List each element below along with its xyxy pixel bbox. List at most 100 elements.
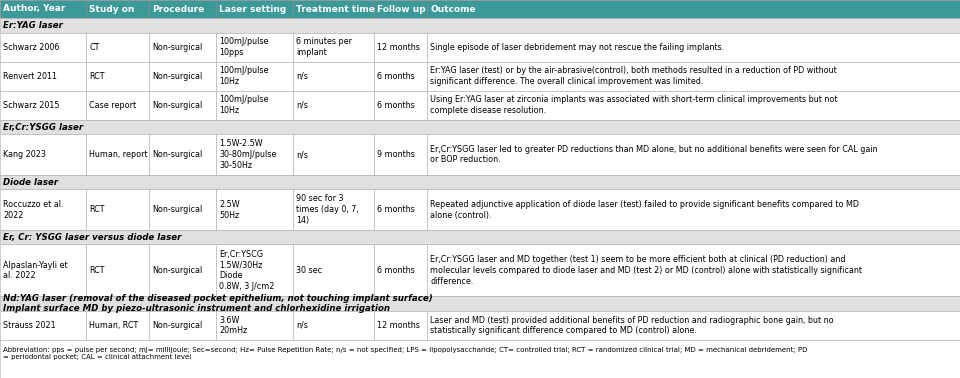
Bar (427, 311, 960, 340)
Text: Roccuzzo et al.
2022: Roccuzzo et al. 2022 (3, 200, 63, 220)
Bar (0, 245, 86, 296)
Bar (86, 91, 149, 120)
Text: Non-surgical: Non-surgical (152, 266, 202, 275)
Text: Er,Cr:YSGG laser led to greater PD reductions than MD alone, but no additional b: Er,Cr:YSGG laser led to greater PD reduc… (430, 145, 877, 164)
Text: Follow up: Follow up (377, 5, 426, 14)
Bar (149, 245, 216, 296)
Text: Non-surgical: Non-surgical (152, 321, 202, 330)
Text: 12 months: 12 months (377, 321, 420, 330)
Text: n/s: n/s (296, 72, 307, 81)
Bar (374, 245, 427, 296)
Text: 2.5W
50Hz: 2.5W 50Hz (219, 200, 240, 220)
Bar (86, 189, 149, 230)
Text: 6 months: 6 months (377, 101, 415, 110)
Bar (149, 189, 216, 230)
Bar (216, 311, 293, 340)
Bar (427, 134, 960, 175)
Bar (0, 340, 960, 378)
Bar (374, 0, 427, 18)
Text: Er,Cr:YSGG laser and MD together (test 1) seem to be more efficient both at clin: Er,Cr:YSGG laser and MD together (test 1… (430, 255, 862, 286)
Bar (149, 0, 216, 18)
Text: Single episode of laser debridement may not rescue the failing implants.: Single episode of laser debridement may … (430, 43, 725, 51)
Bar (374, 189, 427, 230)
Text: Laser setting: Laser setting (219, 5, 286, 14)
Text: Outcome: Outcome (430, 5, 476, 14)
Bar (0, 18, 960, 33)
Text: Treatment time: Treatment time (296, 5, 374, 14)
Bar (216, 33, 293, 62)
Text: Procedure: Procedure (152, 5, 204, 14)
Bar (0, 296, 960, 311)
Text: 100mJ/pulse
10pps: 100mJ/pulse 10pps (219, 37, 269, 57)
Text: Abbreviation: pps = pulse per second; mJ= millijoule; Sec=second; Hz= Pulse Repe: Abbreviation: pps = pulse per second; mJ… (3, 347, 807, 360)
Bar (216, 0, 293, 18)
Text: Non-surgical: Non-surgical (152, 101, 202, 110)
Bar (216, 245, 293, 296)
Text: Non-surgical: Non-surgical (152, 150, 202, 159)
Bar (293, 62, 374, 91)
Text: 1.5W-2.5W
30-80mJ/pulse
30-50Hz: 1.5W-2.5W 30-80mJ/pulse 30-50Hz (219, 139, 276, 170)
Bar (0, 120, 960, 134)
Text: Repeated adjunctive application of diode laser (test) failed to provide signific: Repeated adjunctive application of diode… (430, 200, 859, 220)
Text: Renvert 2011: Renvert 2011 (3, 72, 57, 81)
Text: Non-surgical: Non-surgical (152, 72, 202, 81)
Bar (374, 33, 427, 62)
Bar (293, 33, 374, 62)
Text: Er,Cr:YSCG
1.5W/30Hz
Diode
0.8W, 3 J/cm2: Er,Cr:YSCG 1.5W/30Hz Diode 0.8W, 3 J/cm2 (219, 250, 275, 291)
Bar (374, 62, 427, 91)
Bar (216, 62, 293, 91)
Text: 9 months: 9 months (377, 150, 416, 159)
Bar (0, 230, 960, 245)
Bar (0, 0, 86, 18)
Text: Nd:YAG laser (removal of the diseased pocket epithelium, not touching implant su: Nd:YAG laser (removal of the diseased po… (3, 294, 433, 313)
Bar (427, 0, 960, 18)
Text: Strauss 2021: Strauss 2021 (3, 321, 56, 330)
Text: Study on: Study on (89, 5, 134, 14)
Text: n/s: n/s (296, 321, 307, 330)
Bar (0, 134, 86, 175)
Text: Er,Cr:YSGG laser: Er,Cr:YSGG laser (3, 122, 84, 132)
Bar (86, 62, 149, 91)
Text: 100mJ/pulse
10Hz: 100mJ/pulse 10Hz (219, 66, 269, 86)
Bar (216, 91, 293, 120)
Text: RCT: RCT (89, 266, 105, 275)
Text: Schwarz 2015: Schwarz 2015 (3, 101, 60, 110)
Bar (149, 62, 216, 91)
Text: CT: CT (89, 43, 100, 51)
Bar (149, 91, 216, 120)
Text: Using Er:YAG laser at zirconia implants was associated with short-term clinical : Using Er:YAG laser at zirconia implants … (430, 95, 838, 115)
Bar (293, 0, 374, 18)
Text: Case report: Case report (89, 101, 136, 110)
Bar (293, 245, 374, 296)
Text: n/s: n/s (296, 101, 307, 110)
Text: 6 months: 6 months (377, 72, 415, 81)
Text: RCT: RCT (89, 205, 105, 214)
Bar (216, 134, 293, 175)
Bar (86, 311, 149, 340)
Bar (0, 189, 86, 230)
Bar (293, 91, 374, 120)
Text: Human, report: Human, report (89, 150, 148, 159)
Text: 100mJ/pulse
10Hz: 100mJ/pulse 10Hz (219, 95, 269, 115)
Bar (0, 175, 960, 189)
Bar (293, 311, 374, 340)
Text: Human, RCT: Human, RCT (89, 321, 138, 330)
Text: 6 months: 6 months (377, 266, 415, 275)
Bar (0, 311, 86, 340)
Text: Non-surgical: Non-surgical (152, 43, 202, 51)
Bar (0, 91, 86, 120)
Bar (427, 91, 960, 120)
Text: RCT: RCT (89, 72, 105, 81)
Bar (149, 33, 216, 62)
Bar (86, 245, 149, 296)
Bar (293, 189, 374, 230)
Text: Kang 2023: Kang 2023 (3, 150, 46, 159)
Bar (427, 62, 960, 91)
Text: 30 sec: 30 sec (296, 266, 322, 275)
Text: Er:YAG laser (test) or by the air-abrasive(control), both methods resulted in a : Er:YAG laser (test) or by the air-abrasi… (430, 66, 837, 86)
Bar (86, 0, 149, 18)
Text: Author, Year: Author, Year (3, 5, 65, 14)
Text: 6 months: 6 months (377, 205, 415, 214)
Text: Schwarz 2006: Schwarz 2006 (3, 43, 60, 51)
Bar (427, 33, 960, 62)
